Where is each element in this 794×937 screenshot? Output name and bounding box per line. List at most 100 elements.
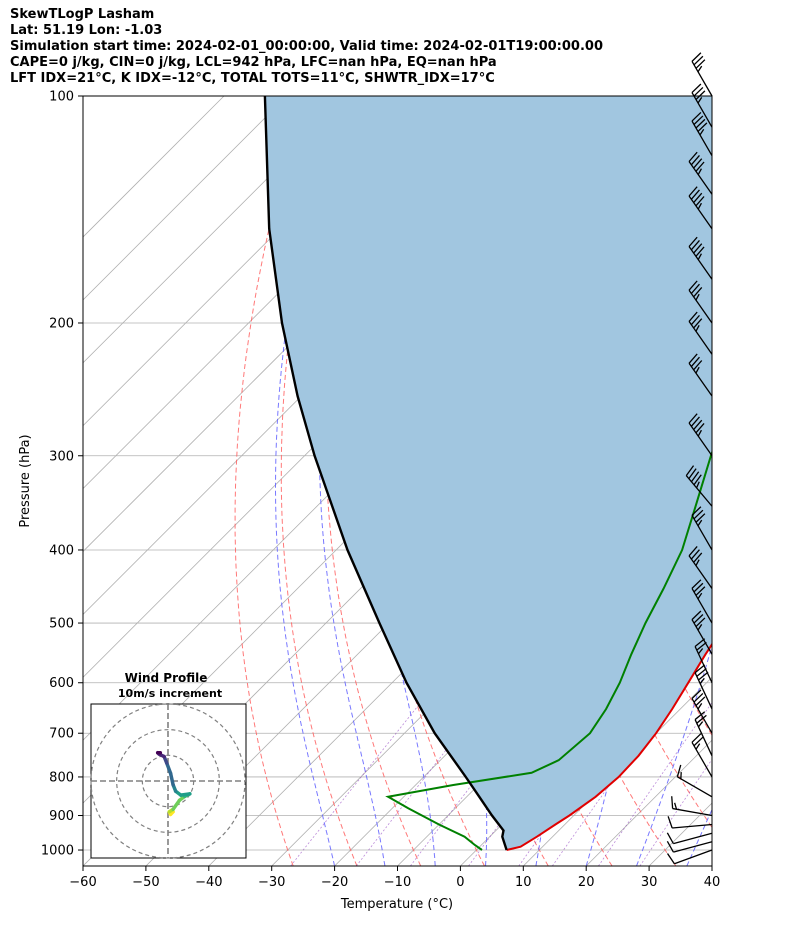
wind-barb-staff (691, 61, 713, 97)
wind-barb-flag (690, 416, 700, 427)
wind-barb-flag (695, 366, 700, 374)
wind-barb-staff (688, 555, 713, 589)
wind-barb-flag (697, 519, 703, 527)
wind-barb-flag (699, 128, 705, 136)
wind-barb-staff (691, 741, 713, 778)
wind-barb (694, 664, 713, 710)
wind-barb-flag (666, 832, 674, 844)
moist-adiabat-line (686, 808, 712, 866)
wind-barb-flag (693, 192, 703, 203)
x-tick-label: 0 (456, 875, 464, 890)
wind-barb-flag (697, 202, 702, 210)
wind-barb-staff (688, 289, 713, 324)
wind-barb-staff (691, 588, 713, 624)
wind-barb-flag (697, 65, 703, 73)
chart-header: SkewTLogP Lasham Lat: 51.19 Lon: -1.03 S… (10, 7, 603, 87)
wind-barb-staff (674, 849, 713, 865)
wind-barb-staff (694, 719, 713, 757)
wind-barb (688, 151, 713, 195)
x-tick-label: −10 (384, 875, 411, 890)
wind-barb-staff (677, 776, 713, 798)
wind-barb-flag (695, 696, 706, 706)
y-tick-label: 1000 (41, 844, 74, 859)
location-line: Lat: 51.19 Lon: -1.03 (10, 23, 163, 38)
x-tick-label: 20 (578, 875, 595, 890)
wind-barb-flag (688, 311, 698, 322)
inset-hodograph (155, 751, 192, 817)
inset-hodograph-segment (168, 771, 175, 787)
x-tick-label: −60 (69, 875, 96, 890)
wind-barb-flag (667, 816, 673, 829)
dry-adiabat-line (728, 96, 794, 866)
mixing-ratio-line (290, 682, 437, 866)
wind-barb-flag (695, 559, 700, 566)
inset-rings (90, 703, 246, 859)
y-axis-label: Pressure (hPa) (18, 434, 33, 527)
wind-barb-staff (688, 362, 713, 397)
wind-barb-flag (671, 796, 674, 809)
wind-barb (691, 610, 713, 655)
wind-barb-flag (693, 474, 702, 486)
wind-barb-flag (690, 471, 700, 483)
temperature-line (506, 642, 712, 851)
wind-barb-flag (693, 243, 703, 254)
wind-barb-flag (666, 853, 675, 865)
indices-line-1: CAPE=0 j/kg, CIN=0 j/kg, LCL=942 hPa, LF… (10, 55, 497, 70)
wind-barb-flag (697, 648, 704, 655)
wind-barb-flag (693, 692, 704, 703)
wind-barb-staff (688, 321, 713, 355)
wind-barb-flag (688, 236, 698, 247)
wind-barb-flag (697, 122, 708, 132)
wind-barb-flag (697, 703, 703, 710)
wind-barb-flag (695, 743, 701, 750)
wind-barb-flag (696, 641, 707, 651)
wind-barb-flag (666, 840, 674, 853)
wind-barb-flag (697, 624, 703, 631)
wind-barb-flag (695, 293, 700, 301)
wind-barb (691, 579, 713, 624)
wind-barb-flag (693, 158, 703, 169)
isotherm-line (711, 865, 712, 866)
wind-barb-flag (688, 280, 698, 291)
wind-barb-flag (697, 97, 703, 104)
wind-barb-staff (691, 698, 713, 734)
wind-barb (691, 733, 713, 778)
moist-adiabat-line (275, 96, 337, 866)
wind-barb-flag (688, 546, 698, 557)
wind-barb-flag (691, 689, 702, 700)
wind-barb-staff (691, 515, 713, 551)
wind-barb-flag (688, 353, 698, 364)
wind-barb-flag (695, 59, 706, 69)
wind-barb-flag (688, 151, 698, 162)
wind-barb-flag (690, 283, 700, 294)
dry-adiabat-line (234, 96, 305, 866)
wind-barb-flag (696, 714, 707, 724)
inset-hodograph-segment (171, 798, 182, 811)
wind-barb-staff (694, 646, 713, 684)
wind-barb-flag (691, 52, 702, 62)
x-tick-label: −30 (258, 875, 285, 890)
wind-barb-staff (688, 161, 713, 195)
x-tick-label: 40 (704, 875, 721, 890)
wind-barb-staff (673, 832, 713, 845)
wind-barb-staff (694, 672, 713, 710)
wind-barb-flag (688, 186, 698, 197)
wind-barb-flag (691, 579, 702, 589)
wind-barb-flag (690, 189, 700, 200)
wind-barb-flag (695, 481, 700, 489)
wind-barb-flag (695, 118, 706, 129)
wind-barb-flag (691, 733, 702, 743)
parcel-line (263, 96, 508, 851)
wind-barb-flag (697, 592, 703, 600)
wind-barb (666, 832, 713, 845)
isotherm-line (83, 96, 288, 301)
wind-barb (666, 840, 713, 853)
wind-barb-flag (690, 240, 700, 251)
wind-barb-flag (693, 115, 704, 125)
wind-barb-flag (674, 802, 678, 810)
wind-barb (691, 83, 713, 128)
x-tick-label: −50 (132, 875, 159, 890)
wind-barb (688, 236, 713, 280)
wind-barb-flag (695, 246, 705, 257)
